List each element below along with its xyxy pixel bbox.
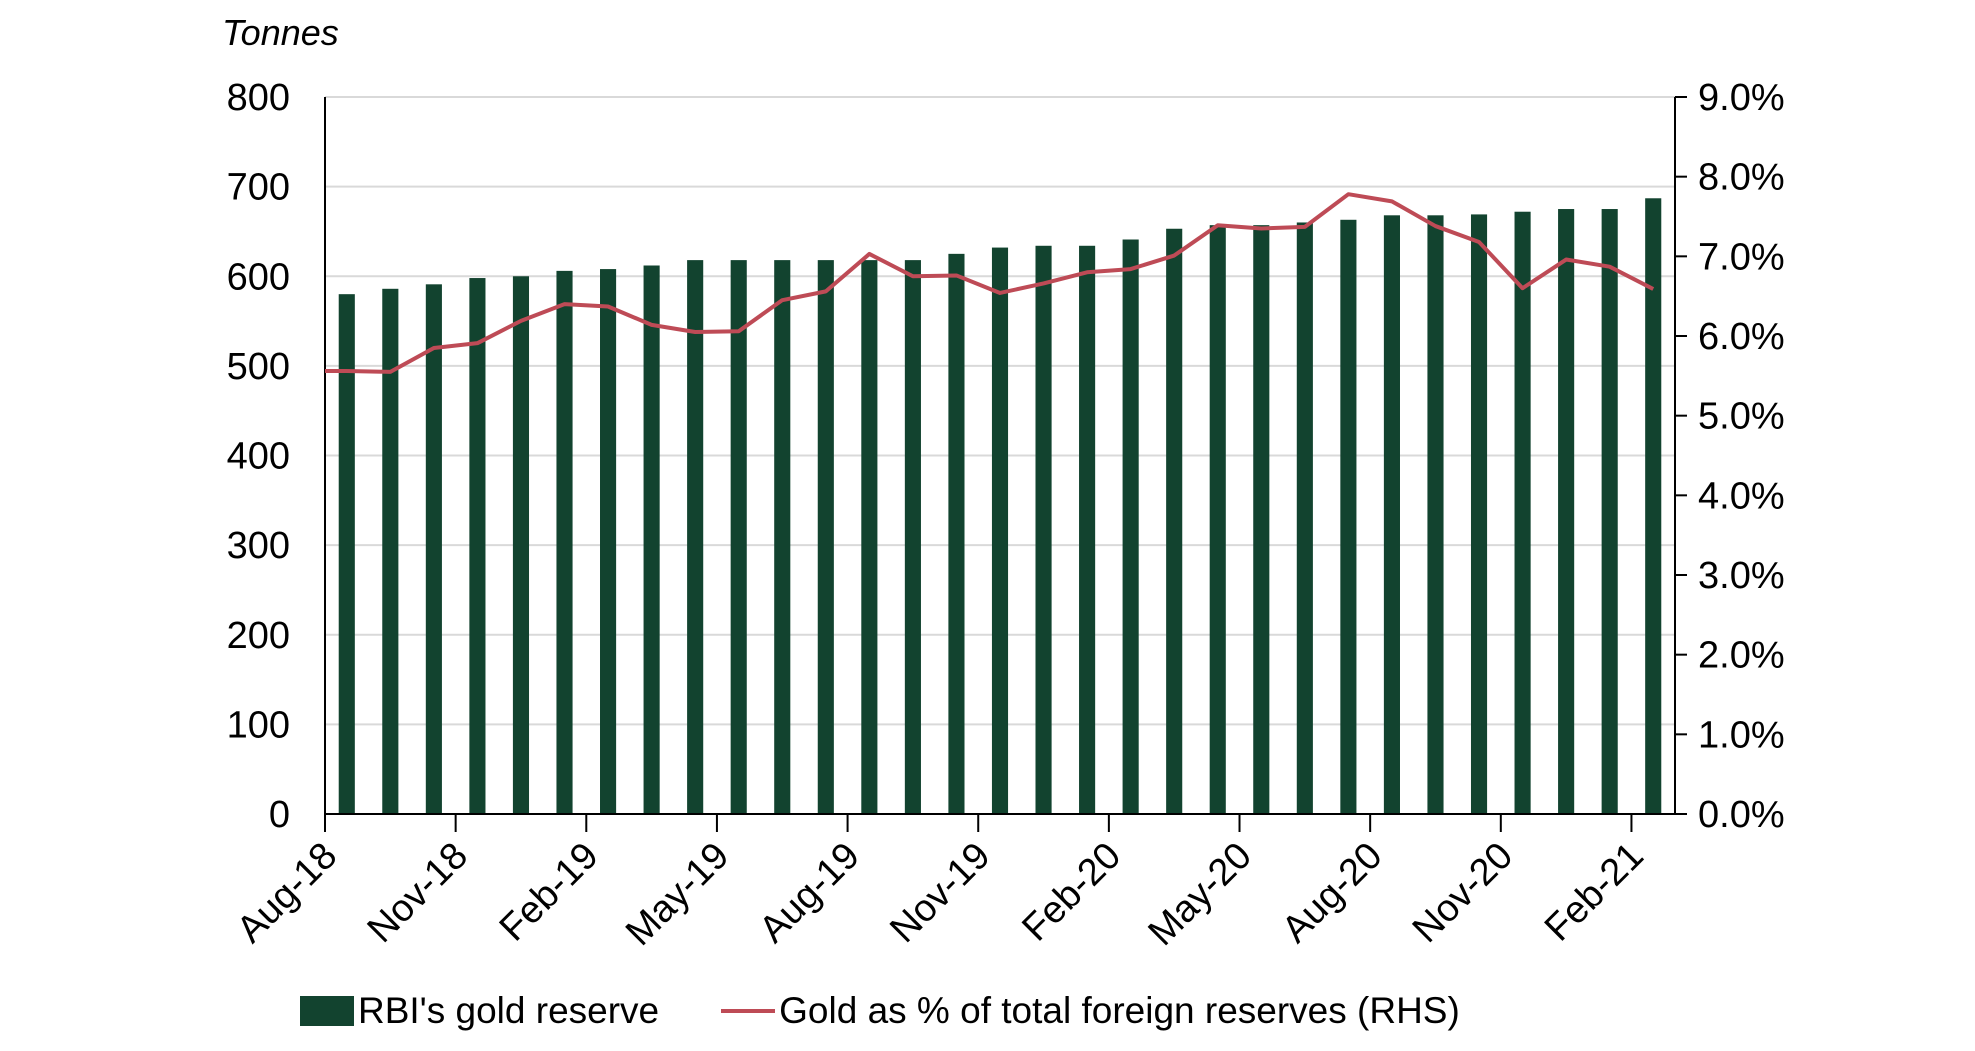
bar [1253,225,1270,814]
bar [991,247,1009,814]
bar [1340,219,1357,814]
bar [425,284,442,814]
bar-series [338,198,1662,815]
bar [1079,245,1096,815]
bar [1122,239,1139,814]
x-tick-label: Feb-21 [1537,835,1652,950]
x-tick-label: Nov-18 [360,835,476,951]
legend-item-gold-reserve: RBI's gold reserve [300,990,659,1032]
right-tick-label: 4.0% [1698,475,1785,517]
legend-label-gold-reserve: RBI's gold reserve [358,990,660,1031]
bar [1166,228,1183,814]
x-tick-label: Feb-20 [1014,835,1129,950]
bar [1470,214,1488,814]
bar [1601,209,1618,814]
bar [512,276,530,814]
bar [687,260,704,814]
bar [1514,211,1531,815]
bar [861,260,878,814]
bar [817,260,834,814]
right-tick-label: 9.0% [1698,77,1785,119]
bar [1645,198,1662,814]
bar [1035,245,1052,815]
left-tick-label: 500 [227,346,290,388]
x-tick-label: Nov-19 [882,835,998,951]
x-tick-label: Aug-18 [229,835,345,951]
x-tick-label: May-20 [1141,835,1260,954]
bar [1558,209,1575,814]
left-tick-label: 100 [227,704,290,746]
right-tick-label: 2.0% [1698,635,1785,677]
legend-item-gold-pct: Gold as % of total foreign reserves (RHS… [721,990,1460,1032]
bar [1427,215,1444,814]
left-tick-label: 200 [227,615,290,657]
bar [730,260,747,814]
left-axis-unit-label: Tonnes [222,12,339,53]
right-tick-label: 1.0% [1698,714,1785,756]
bar [469,278,486,815]
bar [774,260,791,814]
line-path [325,192,1655,374]
right-tick-label: 0.0% [1698,794,1785,836]
legend-label-gold-pct: Gold as % of total foreign reserves (RHS… [779,990,1460,1031]
bar [643,265,660,814]
right-tick-label: 3.0% [1698,555,1785,597]
legend-swatch-line [721,1009,776,1013]
right-tick-label: 5.0% [1698,396,1785,438]
left-axis-tick-labels: 0 100 200 300 400 500 600 700 800 [227,77,290,836]
left-tick-label: 600 [227,256,290,298]
axes [324,96,1687,832]
right-tick-label: 6.0% [1698,316,1785,358]
left-tick-label: 300 [227,525,290,567]
bar [600,269,617,815]
legend: RBI's gold reserve Gold as % of total fo… [300,990,1522,1032]
x-tick-label: Aug-19 [752,835,868,951]
combo-chart: Tonnes 0 100 200 300 400 500 600 700 800 0.0% 1.0… [222,12,1785,954]
bar [948,253,965,814]
bar [338,294,355,814]
right-tick-label: 8.0% [1698,157,1785,199]
right-axis-tick-labels: 0.0% 1.0% 2.0% 3.0% 4.0% 5.0% 6.0% 7.0% 8.0% 9.0% [1698,77,1785,836]
right-tick-label: 7.0% [1698,236,1785,278]
bar [1383,215,1400,814]
bar [556,270,573,814]
left-tick-label: 700 [227,167,290,209]
left-tick-label: 0 [269,794,290,836]
x-tick-label: May-19 [618,835,737,954]
bar [1296,222,1313,815]
legend-swatch-bar [300,996,354,1026]
line-series [325,192,1655,374]
x-tick-label: Feb-19 [492,835,607,950]
x-tick-label: Aug-20 [1274,835,1390,951]
x-axis-tick-labels: Aug-18 Nov-18 Feb-19 May-19 Aug-19 Nov-19 Feb-… [229,835,1652,954]
bar [1209,225,1226,814]
left-tick-label: 800 [227,77,290,119]
bar [904,260,921,814]
left-tick-label: 400 [227,436,290,478]
x-tick-label: Nov-20 [1405,835,1521,951]
bar [382,288,399,814]
